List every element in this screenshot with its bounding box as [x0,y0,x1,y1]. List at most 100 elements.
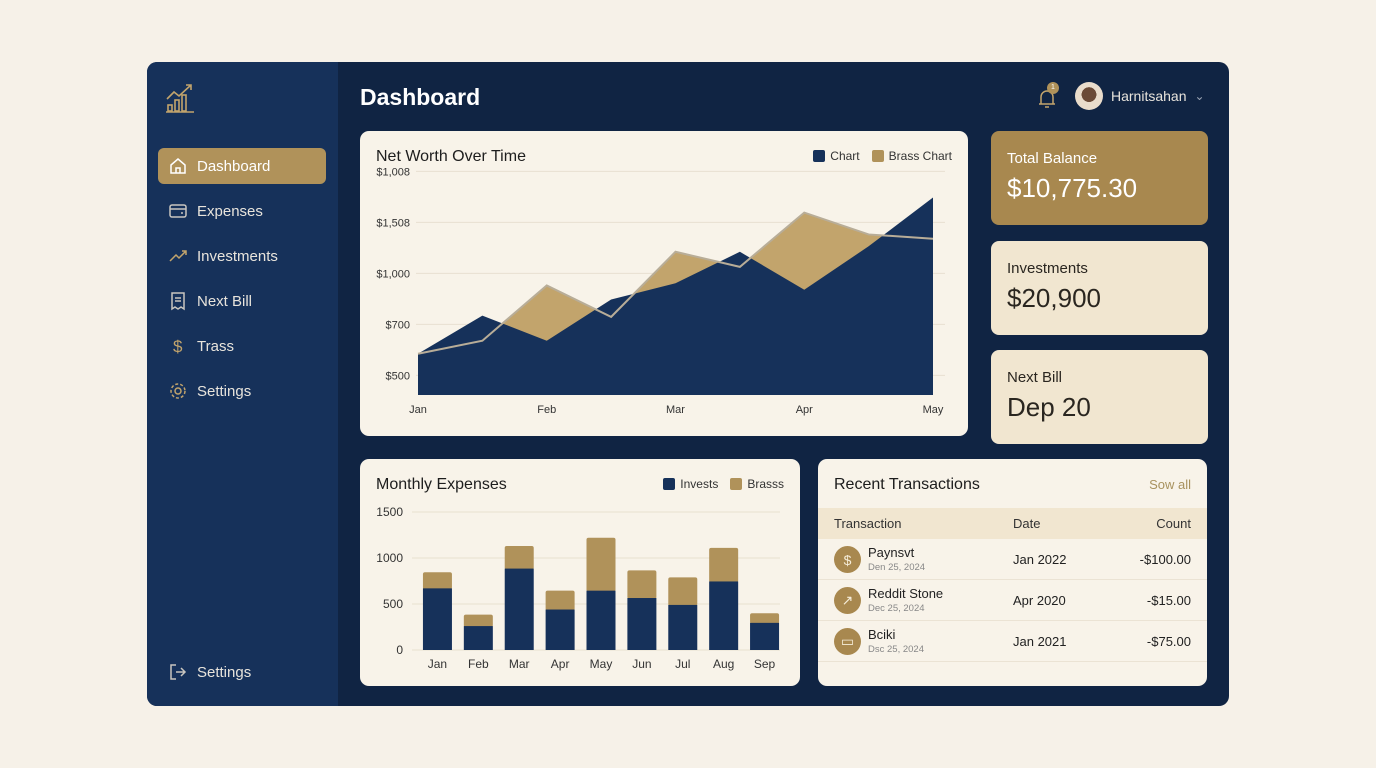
sidebar-item-label: Dashboard [197,157,271,175]
section-title: Recent Transactions [834,476,980,493]
bar-invests [750,622,780,650]
avatar [1075,82,1103,110]
x-tick-label: Feb [537,404,556,416]
bar-brasss [750,613,780,624]
column-header: Count [1156,516,1191,531]
y-tick-label: 1000 [376,551,403,565]
see-all-link[interactable]: Sow all [1149,477,1191,492]
bar-invests [586,590,616,650]
x-tick-label: Jun [632,657,651,671]
bar-brasss [709,547,739,583]
trending-up-icon [169,250,187,262]
sidebar-item-trass[interactable]: $ Trass [158,328,326,364]
dollar-icon: $ [173,337,183,356]
monthly-expenses-chart: 0 500 1000 1500 Jan Feb Mar Apr May Jun Jul Aug Sep [376,505,780,671]
sidebar-item-label: Expenses [197,202,263,220]
y-tick-label: $700 [386,319,410,331]
transaction-subdate: Dec 25, 2024 [868,603,925,614]
legend-item: Brass Chart [871,149,952,163]
transaction-name: Bciki [868,627,896,642]
bar-invests [709,581,739,650]
logout-icon [170,664,187,680]
gear-icon [170,383,186,399]
bar-brasss [627,570,657,600]
sidebar-item-label: Trass [197,337,234,355]
x-tick-label: Apr [551,657,570,671]
legend-item: Brasss [730,477,784,491]
column-header: Date [1013,516,1041,531]
x-tick-label: Sep [754,657,776,671]
stat-label: Investments [1007,260,1088,277]
bar-brasss [545,590,575,611]
stat-value: $20,900 [1007,283,1101,313]
x-tick-label: Mar [509,657,530,671]
transaction-subdate: Den 25, 2024 [868,562,926,573]
sidebar-item-label: Investments [197,247,278,265]
user-menu[interactable]: Harnitsahan ⌄ [1075,82,1205,110]
y-tick-label: 0 [396,643,403,657]
y-tick-label: $1,000 [376,268,410,280]
stat-card-investments: Investments $20,900 [991,241,1208,335]
sidebar-item-label: Settings [197,663,252,681]
transaction-subdate: Dsc 25, 2024 [868,644,924,655]
transaction-name: Paynsvt [868,545,915,560]
y-tick-label: $1,008 [376,166,410,178]
x-tick-label: Jul [675,657,690,671]
transaction-amount: -$100.00 [1139,552,1191,567]
svg-text:$: $ [173,337,183,356]
app-window: Dashboard Expenses Investments Next Bill… [147,62,1229,706]
notification-button[interactable]: 1 [1037,82,1059,110]
chevron-down-icon: ⌄ [1194,89,1205,103]
transaction-date: Jan 2021 [1013,634,1067,649]
net-worth-chart: $500 $700 $1,000 $1,508 $1,008 Jan Feb Mar Apr Ma… [376,166,945,416]
trending-up-icon: ↗ [834,587,861,614]
stat-value: Dep 20 [1007,392,1091,422]
transaction-amount: -$15.00 [1146,593,1191,608]
stat-value: $10,775.30 [1007,173,1138,203]
y-tick-label: 500 [383,597,403,611]
bar-brasss [586,537,616,592]
stat-card-next-bill: Next Bill Dep 20 [991,350,1208,444]
bar-invests [627,598,657,650]
transaction-name: Reddit Stone [868,586,944,601]
bar-brasss [668,577,698,606]
sidebar-item-label: Next Bill [197,292,253,310]
x-tick-label: May [923,404,944,416]
sidebar-item-next-bill[interactable]: Next Bill [158,283,326,319]
y-tick-label: 1500 [376,505,403,519]
x-tick-label: Apr [796,404,813,416]
chart-logo-icon [166,84,194,113]
monthly-expenses-card: Monthly Expenses Invests Brasss 0 500 1000… [360,459,800,686]
chart-title: Monthly Expenses [376,476,507,493]
table-row[interactable]: $ Paynsvt Den 25, 2024 Jan 2022 -$100.00 [818,539,1207,580]
page-title: Dashboard [360,84,481,110]
x-tick-label: Aug [713,657,734,671]
user-name: Harnitsahan [1111,88,1187,104]
sidebar: Dashboard Expenses Investments Next Bill… [147,62,338,706]
chart-legend: Chart Brass Chart [813,149,952,163]
recent-transactions-card: Recent Transactions Sow all Transaction … [818,459,1207,686]
x-tick-label: Jan [409,404,427,416]
sidebar-item-settings-bottom[interactable]: Settings [158,654,326,690]
dollar-icon: $ [834,546,861,573]
sidebar-item-settings[interactable]: Settings [158,373,326,409]
bar-invests [545,609,575,650]
chart-title: Net Worth Over Time [376,148,526,165]
x-tick-label: Mar [666,404,685,416]
sidebar-item-expenses[interactable]: Expenses [158,193,326,229]
stat-label: Total Balance [1007,150,1098,167]
transaction-amount: -$75.00 [1146,634,1191,649]
legend-item: Chart [813,149,860,163]
y-tick-label: $1,508 [376,217,410,229]
x-tick-label: May [590,657,613,671]
column-header: Transaction [834,516,902,531]
table-row[interactable]: ↗ Reddit Stone Dec 25, 2024 Apr 2020 -$1… [818,580,1207,621]
sidebar-item-dashboard[interactable]: Dashboard [158,148,326,184]
series-line-brass-chart [417,211,934,355]
sidebar-item-investments[interactable]: Investments [158,238,326,274]
table-row[interactable]: ▭ Bciki Dsc 25, 2024 Jan 2021 -$75.00 [818,621,1207,662]
sidebar-item-label: Settings [197,382,252,400]
bar-invests [463,626,493,650]
bar-invests [668,604,698,650]
x-tick-label: Jan [428,657,447,671]
